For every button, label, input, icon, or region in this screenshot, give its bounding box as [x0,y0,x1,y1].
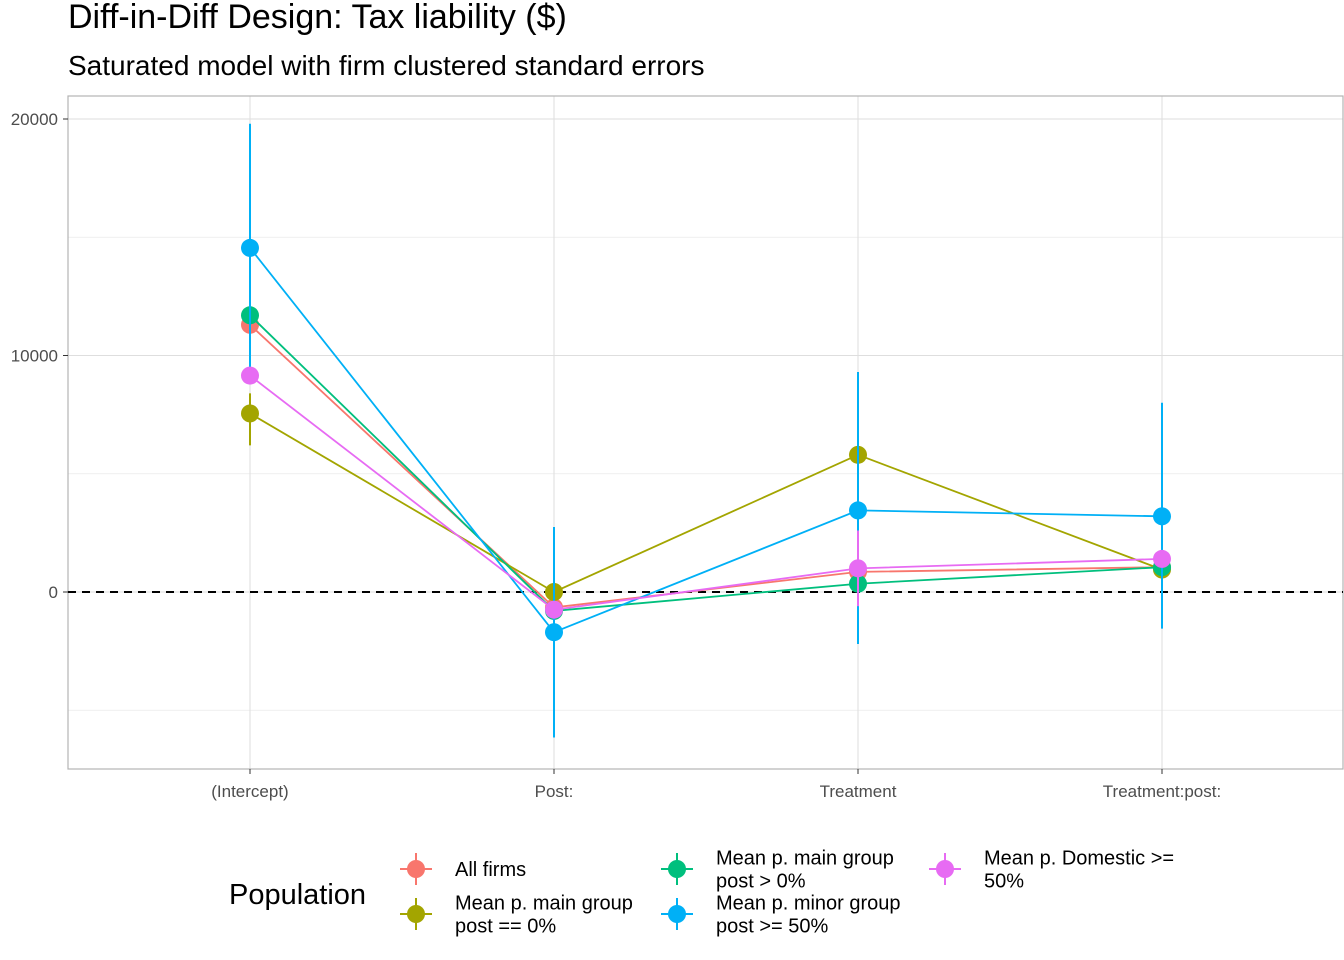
series-line [249,314,1163,612]
series [241,366,1171,619]
legend-key [929,853,961,885]
y-tick-label: 20000 [11,110,58,129]
plot-area: 0 10000 20000 (Intercept) Post: Treatment Trea… [11,95,1344,801]
legend-label: post >= 50% [716,916,829,938]
legend-key-point [936,860,954,878]
panel-background [68,96,1343,769]
series-line [249,374,1163,611]
panel-border [67,95,1344,770]
legend-key-point [407,905,425,923]
series-line [249,412,1163,594]
legend-key [661,898,693,930]
legend-label: Mean p. main group [455,893,633,915]
legend-title: Population [229,879,366,911]
data-point [849,559,867,578]
legend-key [400,853,432,885]
data-point [241,238,259,257]
legend-label: post > 0% [716,871,806,893]
legend-label: 50% [984,871,1024,893]
series-line [249,247,1163,634]
legend-label: Mean p. main group [716,848,894,870]
legend-label: All firms [455,859,526,881]
data-point [1153,549,1171,568]
legend-key-point [668,905,686,923]
y-tick-label: 0 [49,583,58,602]
y-tick-label: 10000 [11,347,58,366]
legend-label: Mean p. Domestic >= [984,848,1174,870]
x-tick-label: Treatment [820,782,897,801]
x-tick-label: Treatment:post: [1103,782,1221,801]
data-point [241,366,259,385]
data-point [241,404,259,423]
data-point [849,501,867,520]
legend-key-point [668,860,686,878]
legend-key [400,898,432,930]
legend-key-point [407,860,425,878]
legend-label: post == 0% [455,916,556,938]
legend-key [661,853,693,885]
x-tick-label: (Intercept) [211,782,288,801]
chart-title: Diff-in-Diff Design: Tax liability ($) [68,0,567,36]
x-tick-label: Post: [535,782,574,801]
legend-label: Mean p. minor group [716,893,901,915]
data-point [545,623,563,642]
data-point [1153,507,1171,526]
chart-subtitle: Saturated model with firm clustered stan… [68,50,705,81]
data-point [545,600,563,619]
